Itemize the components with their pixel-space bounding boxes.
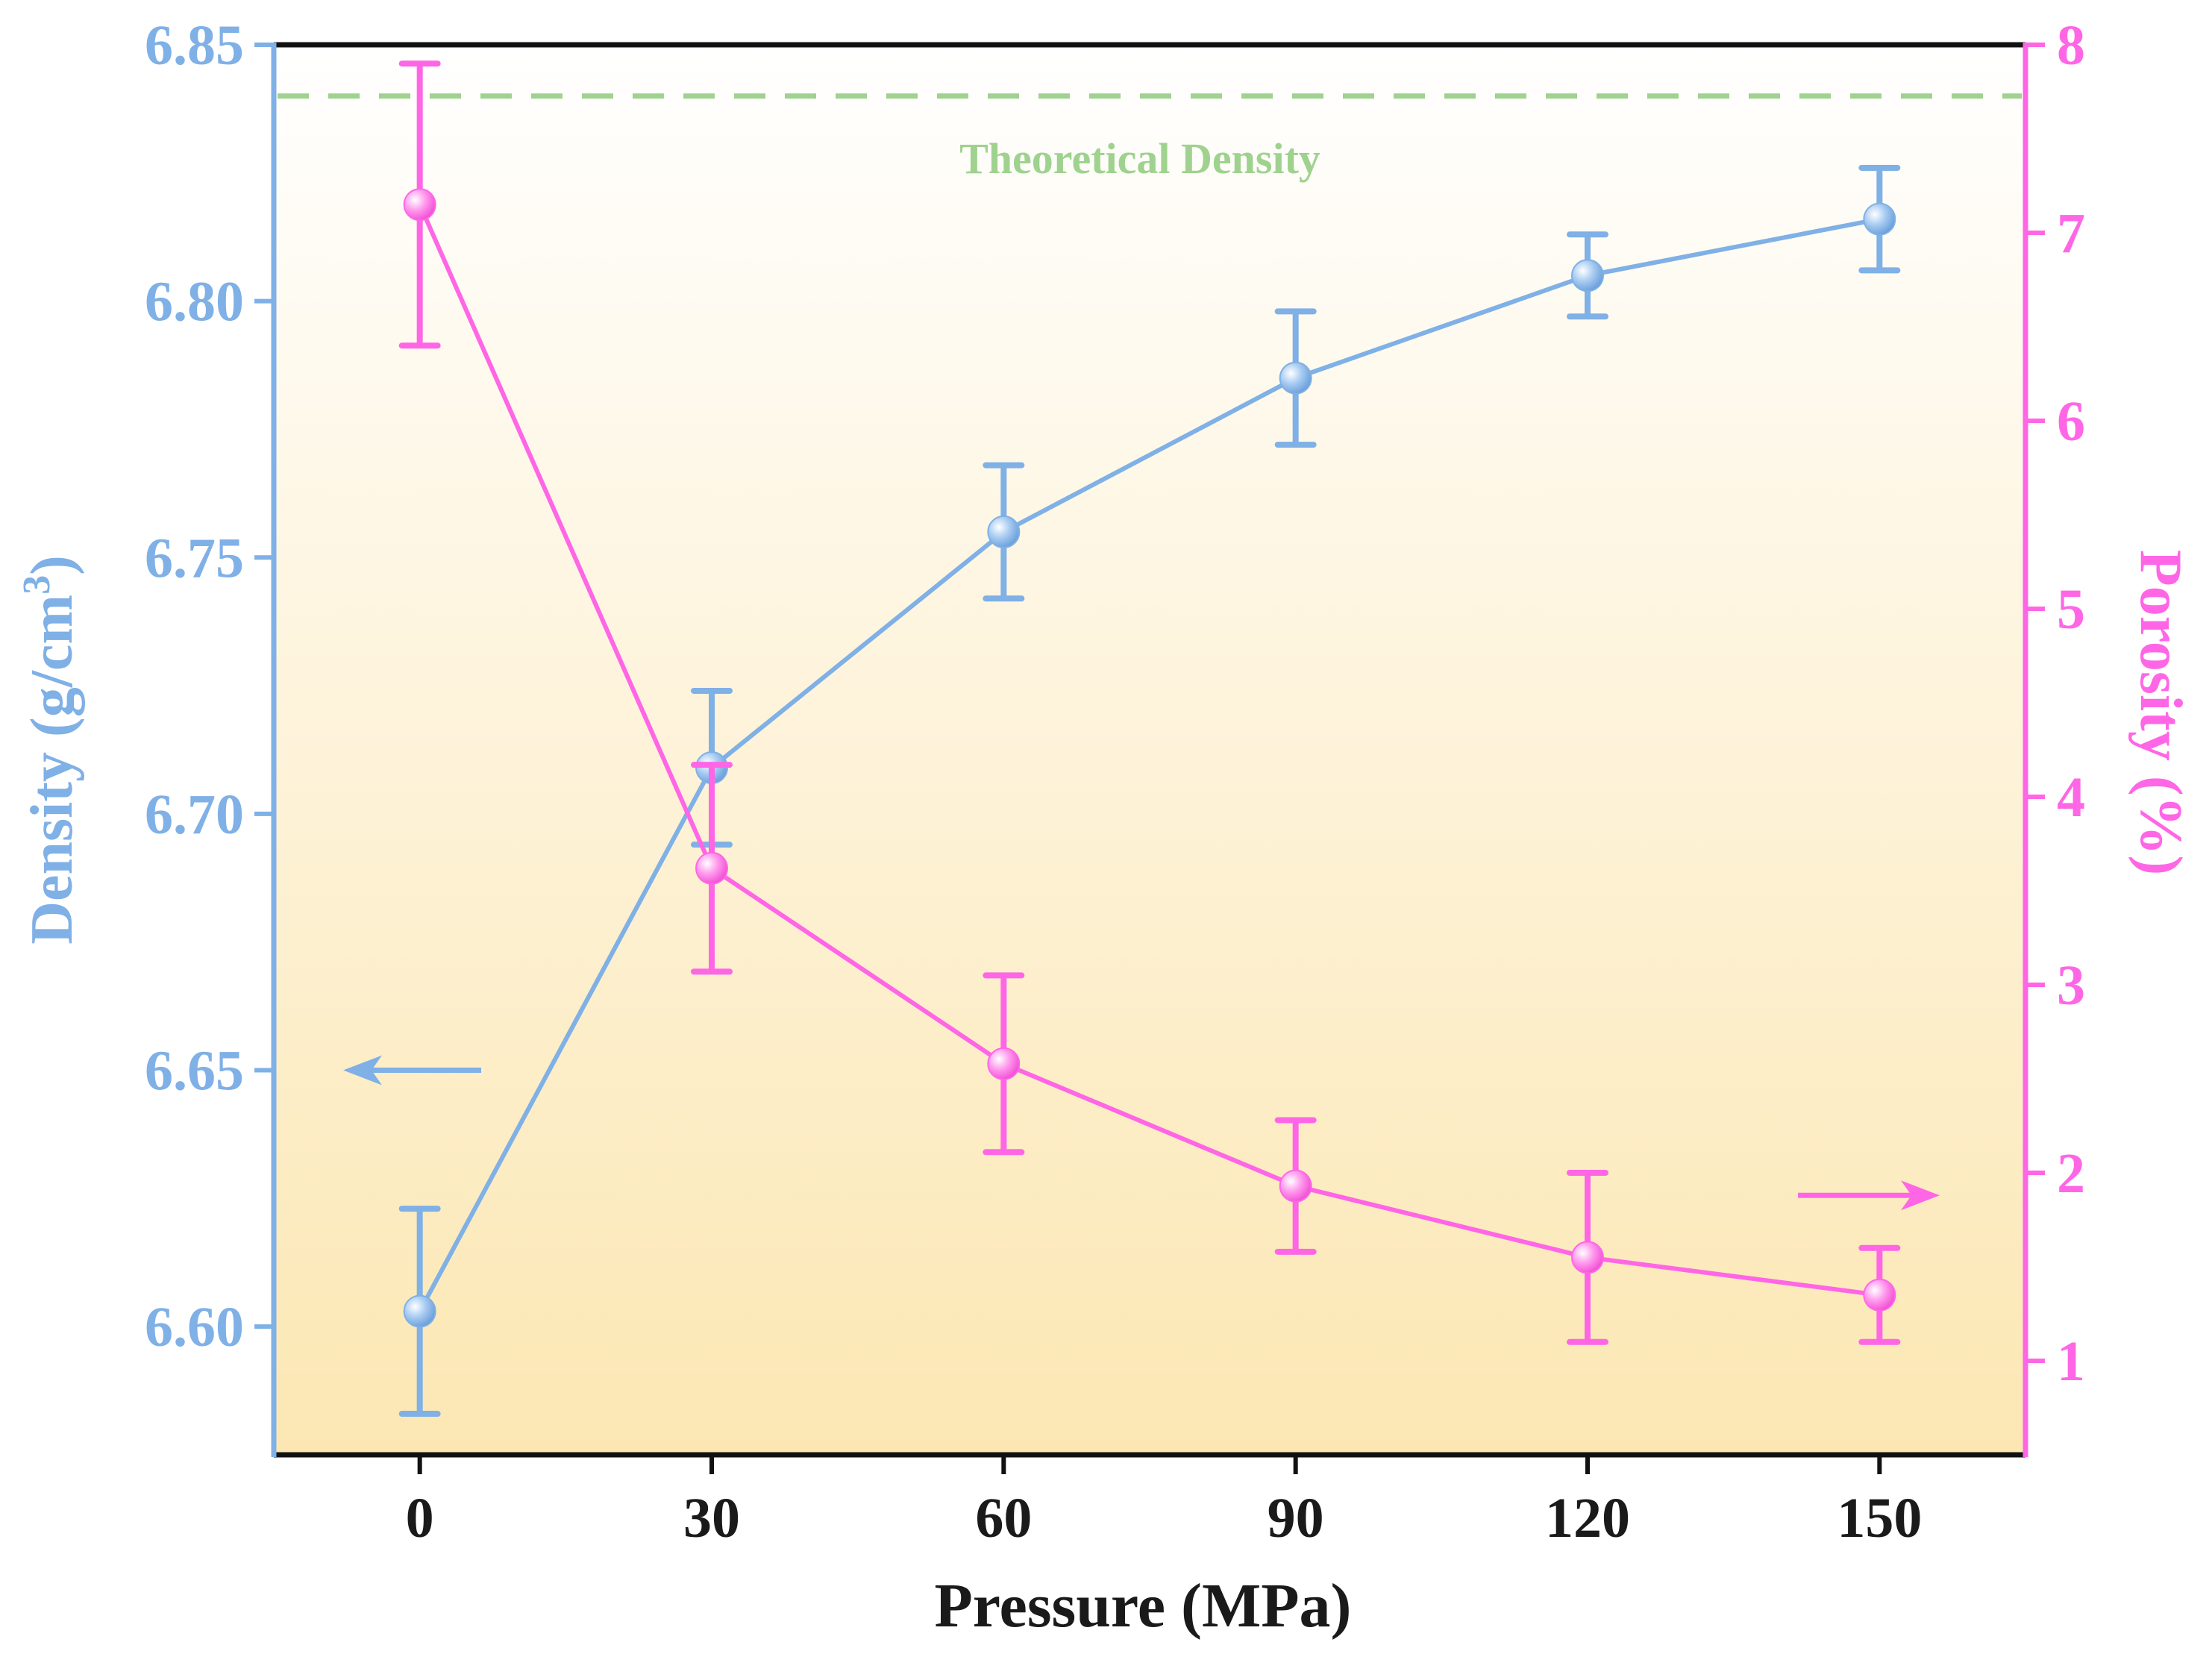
x-tick-label: 120: [1545, 1487, 1630, 1550]
right-axis-title: Porosity (%): [2128, 550, 2193, 875]
right-y-tick-label: 7: [2057, 202, 2085, 265]
right-y-tick-label: 6: [2057, 390, 2085, 453]
left-axis-title: Density (g/cm3): [16, 555, 85, 944]
right-y-tick-label: 3: [2057, 954, 2085, 1017]
left-y-tick-label: 6.85: [145, 14, 244, 77]
porosity-data-point: [1863, 1278, 1896, 1312]
reference-layer: [278, 93, 2022, 1211]
density-data-point: [1863, 202, 1896, 236]
right-y-tick-label: 1: [2057, 1330, 2085, 1393]
porosity-data-point: [1571, 1241, 1604, 1274]
right-y-tick-label: 2: [2057, 1142, 2085, 1205]
left-y-tick-label: 6.60: [145, 1296, 244, 1359]
density-series-line: [418, 216, 1880, 1312]
series-layer: [398, 60, 1901, 1418]
porosity-data-point: [1279, 1169, 1312, 1203]
left-y-tick-label: 6.75: [145, 527, 244, 589]
x-tick-label: 60: [975, 1487, 1032, 1550]
x-tick-label: 30: [683, 1487, 740, 1550]
density-data-point: [987, 515, 1021, 548]
right-y-tick-label: 4: [2057, 766, 2085, 829]
right-y-tick-label: 8: [2057, 14, 2085, 77]
axes-layer: [271, 42, 2028, 1458]
porosity-data-point: [403, 188, 436, 222]
plot-area: [274, 45, 2025, 1455]
porosity-axis-arrow-head: [1901, 1180, 1940, 1211]
density-data-point: [1279, 361, 1312, 395]
left-y-tick-label: 6.65: [145, 1040, 244, 1103]
x-axis-title: Pressure (MPa): [934, 1571, 1351, 1641]
left-axis-title-main: Density (g/cm: [19, 595, 85, 945]
porosity-data-point: [987, 1047, 1021, 1080]
density-data-point: [1571, 259, 1604, 292]
left-y-tick-label: 6.80: [145, 271, 244, 333]
density-axis-arrow-head: [343, 1055, 382, 1086]
density-data-point: [403, 1294, 436, 1328]
left-y-tick-label: 6.70: [145, 783, 244, 846]
porosity-data-point: [695, 851, 728, 885]
x-tick-label: 150: [1837, 1487, 1922, 1550]
ticks-layer: 0 30 60 90 120 150 6.60 6.65 6.70 6.75 6.80 6.85 1 2 3…: [145, 14, 2085, 1550]
left-axis-title-superscript: 3: [16, 575, 58, 595]
x-tick-label: 0: [406, 1487, 434, 1550]
x-tick-label: 90: [1268, 1487, 1324, 1550]
porosity-series-line: [417, 203, 1880, 1297]
right-y-tick-label: 5: [2057, 578, 2085, 641]
left-axis-title-close: ): [19, 555, 85, 575]
theoretical-density-label: Theoretical Density: [959, 134, 1320, 183]
